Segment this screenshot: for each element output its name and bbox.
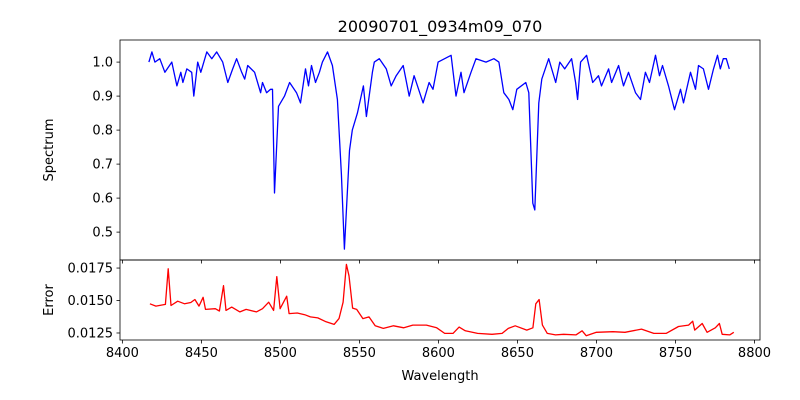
x-tick-label: 8450 — [185, 346, 218, 361]
y-tick-label: 0.6 — [92, 192, 113, 207]
y-tick-label: 0.0125 — [68, 326, 114, 341]
error-axes: 0.0125 0.0150 0.0175 8400 8450 8500 8550 8600 86… — [68, 259, 771, 361]
y-tick-label: 1.0 — [92, 56, 113, 71]
x-tick-label: 8550 — [343, 346, 376, 361]
x-axis-label: Wavelength — [401, 369, 478, 384]
spectrum-y-axis-label: Spectrum — [42, 119, 57, 182]
x-tick-label: 8400 — [106, 346, 139, 361]
spectrum-series-line — [148, 51, 730, 250]
y-tick-label: 0.5 — [92, 226, 113, 241]
x-tick-label: 8750 — [659, 346, 692, 361]
x-tick-label: 8500 — [264, 346, 297, 361]
axes-frame — [119, 259, 761, 341]
y-tick-label: 0.7 — [92, 158, 113, 173]
chart-title: 20090701_0934m09_070 — [338, 17, 543, 37]
x-tick-label: 8600 — [422, 346, 455, 361]
y-tick-label: 0.0150 — [68, 294, 114, 309]
error-y-axis-label: Error — [42, 284, 57, 316]
x-tick-label: 8700 — [580, 346, 613, 361]
y-tick-label: 0.9 — [92, 90, 113, 105]
x-tick-label: 8800 — [738, 346, 771, 361]
error-series-line — [149, 263, 735, 337]
x-tick-label: 8650 — [501, 346, 534, 361]
y-tick-label: 0.0175 — [68, 262, 114, 277]
y-tick-label: 0.8 — [92, 124, 113, 139]
